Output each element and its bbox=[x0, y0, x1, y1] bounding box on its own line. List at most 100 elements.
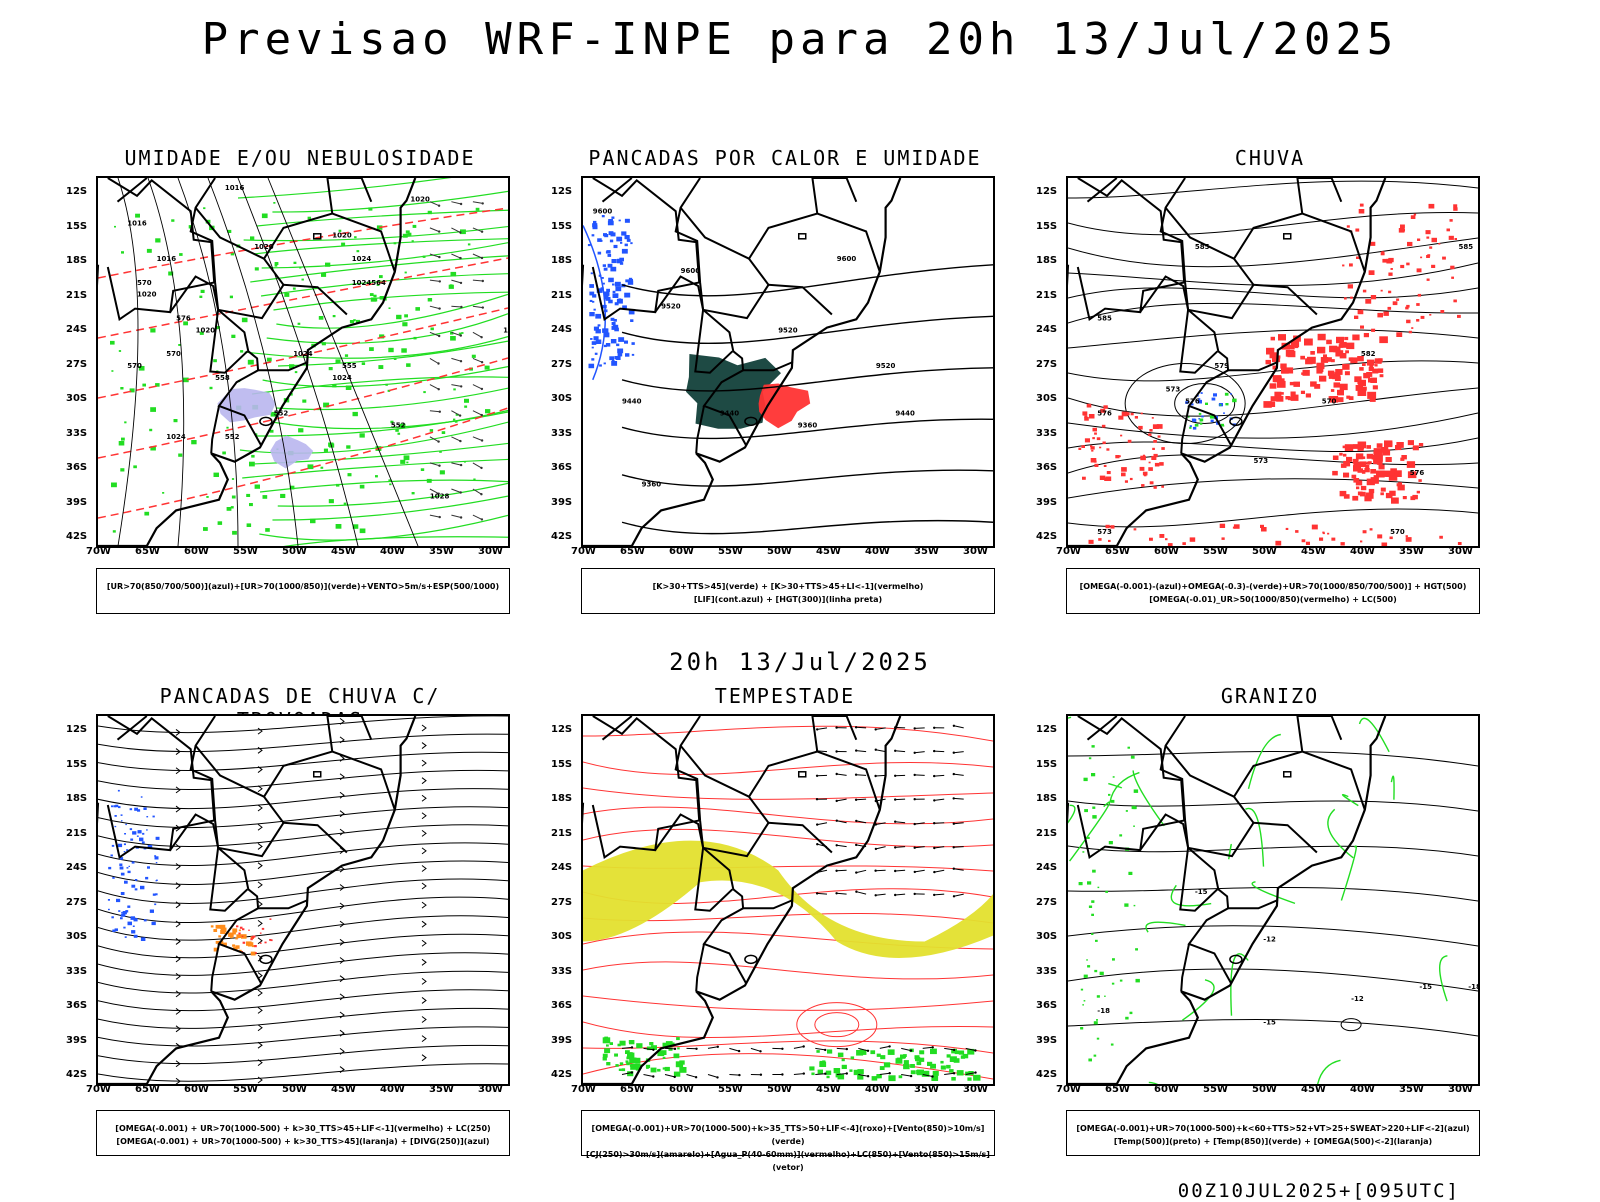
wind-vector-head bbox=[953, 1072, 955, 1074]
shaded-cell bbox=[1135, 416, 1138, 419]
shaded-cell bbox=[1426, 230, 1431, 234]
shaded-cell bbox=[1355, 229, 1359, 232]
map-trovoadas bbox=[96, 714, 510, 1086]
shaded-cell bbox=[1370, 528, 1373, 530]
streamline-arrow bbox=[340, 921, 344, 927]
wind-vector-head bbox=[974, 1071, 976, 1073]
shaded-cell bbox=[133, 926, 135, 928]
wind-vector-head bbox=[875, 749, 877, 751]
longitude-label: 50W bbox=[1252, 1084, 1277, 1095]
shaded-cell bbox=[1290, 382, 1294, 385]
shaded-cell bbox=[614, 1054, 618, 1057]
wind-vector-head bbox=[875, 848, 877, 850]
shaded-cell bbox=[1140, 467, 1145, 471]
shaded-cell bbox=[674, 1054, 680, 1059]
map-granizo: -15-12-15-18-15-12-18 bbox=[1066, 714, 1480, 1086]
shaded-cell bbox=[476, 208, 480, 211]
shaded-cell bbox=[1100, 476, 1106, 480]
wind-vector bbox=[954, 798, 964, 799]
shaded-cell bbox=[606, 1044, 609, 1046]
shaded-cell bbox=[827, 1076, 830, 1079]
shaded-cell bbox=[430, 429, 433, 432]
contour-label: 1024 bbox=[166, 433, 186, 441]
wind-vector bbox=[430, 411, 440, 412]
wind-vector-head bbox=[855, 844, 857, 846]
shaded-cell bbox=[618, 353, 623, 357]
shaded-cell bbox=[267, 358, 272, 362]
map-tempestade bbox=[581, 714, 995, 1086]
wind-vector-head bbox=[953, 823, 955, 825]
longitude-label: 60W bbox=[669, 546, 694, 557]
shaded-cell bbox=[142, 384, 146, 387]
shaded-cell bbox=[1344, 297, 1347, 299]
shaded-cell bbox=[613, 291, 616, 293]
shaded-cell bbox=[232, 944, 235, 946]
wind-vector-head bbox=[460, 282, 462, 284]
wind-vector-head bbox=[481, 388, 483, 390]
wind-vector-head bbox=[914, 871, 916, 873]
shaded-cell bbox=[1346, 396, 1350, 399]
shaded-cell bbox=[1303, 370, 1310, 376]
shaded-cell bbox=[1371, 360, 1374, 363]
shaded-cell bbox=[591, 358, 594, 360]
shaded-cell bbox=[1374, 475, 1379, 479]
wind-vector-head bbox=[932, 1046, 934, 1048]
shaded-cell bbox=[120, 468, 124, 471]
wind-vector bbox=[451, 202, 461, 204]
shaded-cell bbox=[1154, 486, 1157, 489]
shaded-cell bbox=[401, 348, 407, 352]
longitude-label: 50W bbox=[282, 1084, 307, 1095]
shaded-cell bbox=[1450, 266, 1454, 270]
contour-label: 1024 bbox=[352, 255, 372, 263]
latitude-label: 39S bbox=[1036, 497, 1057, 508]
wind-vector bbox=[923, 1047, 933, 1048]
shaded-cell bbox=[1136, 979, 1140, 983]
wind-vector-head bbox=[459, 414, 461, 416]
wind-vector-head bbox=[437, 440, 439, 442]
shaded-cell bbox=[1386, 473, 1391, 477]
wind-vector-head bbox=[480, 336, 482, 338]
shaded-cell bbox=[606, 1062, 610, 1065]
longitude-label: 55W bbox=[233, 1084, 258, 1095]
border-line bbox=[264, 214, 395, 285]
shaded-cell bbox=[910, 1064, 915, 1068]
shaded-cell bbox=[248, 930, 250, 931]
wind-vector bbox=[895, 751, 905, 752]
shaded-cell bbox=[1133, 826, 1135, 827]
shaded-cell bbox=[888, 1075, 895, 1081]
latitude-label: 39S bbox=[551, 1035, 572, 1046]
shaded-cell bbox=[1097, 995, 1100, 998]
contour-line bbox=[276, 294, 508, 328]
shaded-cell bbox=[1365, 299, 1371, 304]
shaded-cell bbox=[336, 484, 339, 487]
shaded-cell bbox=[1400, 265, 1404, 268]
shaded-cell bbox=[1090, 445, 1092, 447]
shaded-cell bbox=[431, 328, 434, 331]
shaded-cell bbox=[1133, 806, 1136, 809]
lagoa-dos-patos bbox=[260, 955, 272, 963]
streamline-arrow bbox=[258, 1025, 262, 1031]
streamline-arrow bbox=[258, 786, 262, 792]
shaded-cell bbox=[1161, 486, 1164, 488]
shaded-cell bbox=[423, 391, 426, 393]
shaded-cell bbox=[630, 1064, 637, 1070]
lake bbox=[1284, 772, 1291, 777]
shaded-cell bbox=[930, 1049, 937, 1055]
shaded-cell bbox=[1406, 535, 1408, 537]
wind-vector bbox=[837, 1048, 847, 1049]
shaded-cell bbox=[1091, 450, 1093, 452]
streamline-arrow bbox=[422, 1017, 426, 1023]
shaded-cell bbox=[896, 1058, 903, 1064]
contour-line bbox=[622, 470, 993, 486]
wind-vector bbox=[687, 1075, 697, 1078]
shaded-cell bbox=[144, 512, 149, 516]
legend-granizo: [OMEGA(-0.001)+UR>70(1000-500)+k<60+TTS>… bbox=[1066, 1110, 1480, 1156]
shaded-cell bbox=[1098, 887, 1100, 888]
shaded-cell bbox=[263, 495, 268, 499]
shaded-cell bbox=[1319, 376, 1326, 382]
legend-line: [OMEGA(-0.001)-(azul)+OMEGA(-0.3)-(verde… bbox=[1067, 580, 1479, 593]
panel-title-pancadas-calor: PANCADAS POR CALOR E UMIDADE bbox=[575, 146, 995, 170]
shaded-cell bbox=[1281, 368, 1289, 374]
contour-label: 573 bbox=[1166, 386, 1181, 394]
